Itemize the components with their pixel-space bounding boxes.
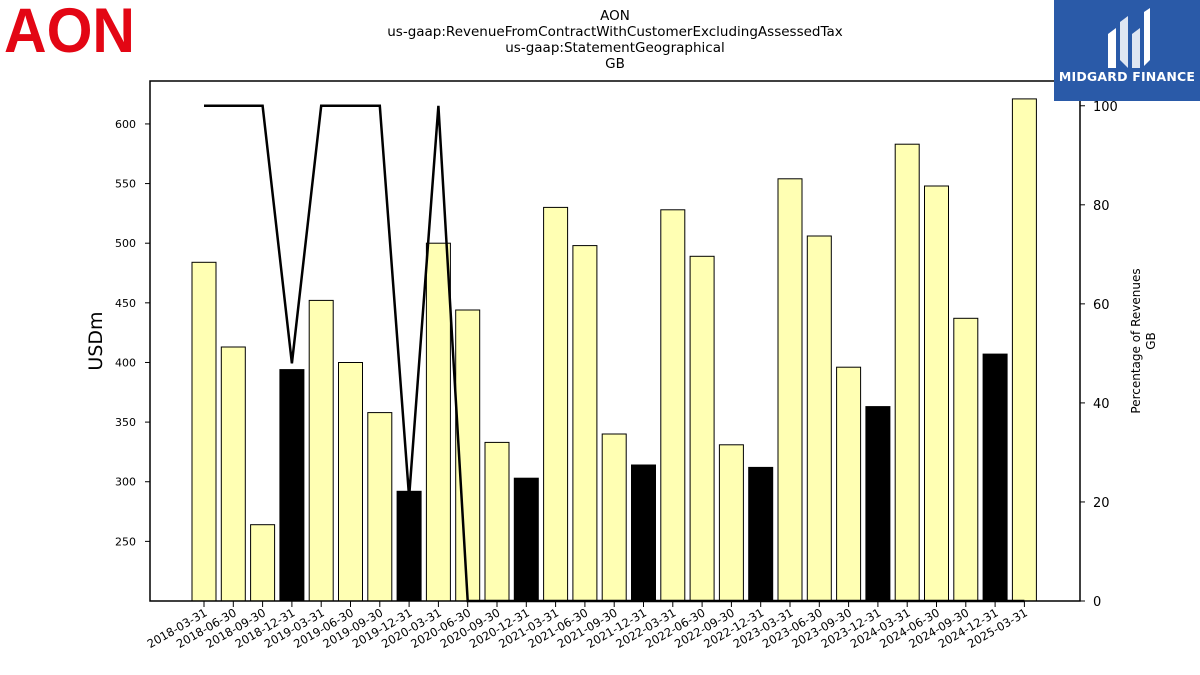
bar — [308, 299, 334, 602]
chart-title-line: us-gaap:RevenueFromContractWithCustomerE… — [387, 24, 843, 40]
midgard-finance-logo: MIDGARD FINANCE — [1054, 0, 1200, 101]
plot-frame — [149, 80, 1081, 602]
y-axis-label: USDm — [85, 311, 107, 370]
bar — [806, 235, 832, 602]
chart-title-line: GB — [605, 56, 625, 72]
bar — [601, 433, 627, 602]
bar — [250, 524, 276, 602]
bar — [425, 242, 451, 602]
y2-tick-label: 40 — [1093, 397, 1110, 412]
bar — [836, 366, 862, 602]
bar — [279, 369, 305, 602]
y-tick-label: 250 — [115, 535, 136, 548]
bar — [513, 477, 539, 602]
bar — [718, 444, 744, 602]
y2-tick-label: 60 — [1093, 298, 1110, 313]
bar — [748, 466, 774, 602]
bar — [777, 178, 803, 602]
bar — [396, 490, 422, 602]
y2-tick-label: 80 — [1093, 199, 1110, 214]
bar — [191, 261, 217, 602]
bar — [924, 185, 949, 602]
bar — [220, 346, 246, 602]
midgard-logo-icon — [1108, 8, 1150, 68]
bar — [894, 143, 920, 602]
aon-logo-mark: AON — [4, 0, 135, 66]
bar — [1011, 98, 1037, 602]
y-tick-label: 450 — [115, 297, 136, 310]
svg-text:AON: AON — [4, 2, 135, 57]
y2-axis-label-line: GB — [1144, 332, 1158, 350]
bar — [631, 464, 656, 602]
bar — [367, 412, 393, 602]
y-tick-label: 400 — [115, 356, 136, 369]
bar — [572, 245, 598, 602]
y2-tick-label: 20 — [1093, 496, 1110, 511]
midgard-logo-text: MIDGARD FINANCE — [1058, 69, 1196, 84]
bar — [953, 317, 979, 602]
y2-tick-label: 100 — [1093, 100, 1118, 115]
bars — [191, 98, 1037, 602]
bar — [982, 353, 1008, 602]
y-tick-label: 500 — [115, 237, 136, 250]
bar — [865, 406, 891, 602]
bar — [543, 206, 569, 602]
chart-title-line: AON — [600, 8, 630, 24]
bar — [660, 209, 686, 602]
aon-logo: AON — [4, 0, 139, 66]
y-tick-label: 600 — [115, 118, 136, 131]
bar — [484, 441, 510, 602]
chart-title: AONus-gaap:RevenueFromContractWithCustom… — [387, 8, 843, 72]
y-tick-label: 550 — [115, 178, 136, 191]
bar — [338, 362, 363, 602]
y2-tick-label: 0 — [1093, 595, 1101, 610]
y-tick-label: 300 — [115, 476, 136, 489]
y-tick-label: 350 — [115, 416, 136, 429]
bar — [689, 255, 715, 602]
y2-axis-label-line: Percentage of Revenues — [1129, 268, 1143, 413]
chart-title-line: us-gaap:StatementGeographical — [505, 40, 724, 56]
